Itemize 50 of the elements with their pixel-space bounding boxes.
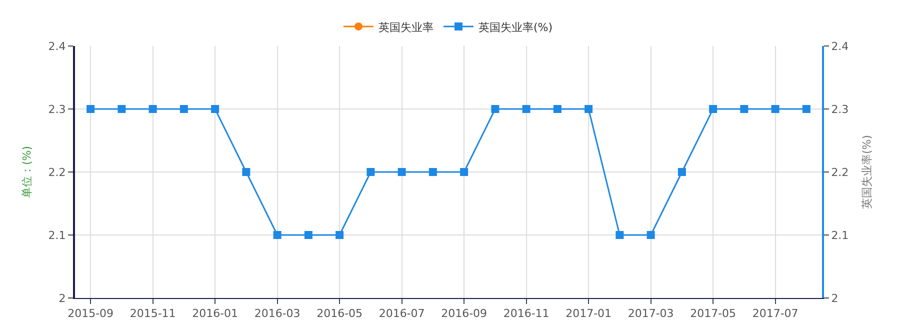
point	[553, 105, 562, 113]
x-tick-label: 2017-03	[628, 307, 674, 320]
point	[304, 231, 312, 239]
point	[242, 168, 250, 176]
x-tick-label: 2016-07	[378, 307, 425, 320]
point	[460, 168, 468, 176]
x-tick-label: 2016-11	[503, 307, 550, 320]
point	[678, 168, 686, 176]
y2-tick-label: 2.4	[831, 40, 849, 53]
point	[616, 231, 624, 239]
y-axis-title: 单位：(%)	[20, 146, 34, 198]
y-tick-label: 2.2	[48, 166, 66, 179]
point	[273, 231, 282, 239]
point	[86, 105, 95, 113]
y-tick-label: 2	[58, 292, 66, 305]
x-tick-label: 2016-05	[316, 307, 363, 320]
x-tick-label: 2016-01	[192, 307, 238, 320]
y2-tick-label: 2.1	[831, 228, 849, 242]
x-tick-label: 2017-07	[752, 307, 798, 320]
y2-tick-label: 2	[831, 292, 838, 305]
point	[366, 168, 375, 176]
y2-axis-title: 英国失业率(%)	[860, 134, 874, 210]
point	[148, 105, 157, 113]
point	[180, 105, 188, 113]
x-tick-label: 2016-03	[254, 307, 300, 320]
y2-tick-label: 2.3	[831, 102, 849, 116]
point	[646, 231, 655, 239]
point	[398, 168, 406, 176]
legend-label: 英国失业率(%)	[478, 20, 553, 34]
point	[491, 105, 500, 113]
point	[740, 105, 748, 113]
point	[709, 105, 718, 113]
point	[522, 105, 530, 113]
point	[584, 105, 593, 113]
x-tick-label: 2016-09	[441, 307, 488, 320]
y-tick-label: 2.1	[48, 228, 66, 242]
y-tick-label: 2.4	[48, 40, 66, 53]
y2-tick-label: 2.2	[831, 166, 849, 179]
point	[336, 231, 344, 239]
x-tick-label: 2015-09	[68, 307, 114, 320]
point	[428, 168, 437, 176]
y-tick-label: 2.3	[48, 102, 66, 116]
x-tick-label: 2015-11	[130, 307, 176, 320]
point	[211, 105, 220, 113]
point	[771, 105, 780, 113]
legend-label: 英国失业率	[378, 20, 434, 34]
x-tick-label: 2017-01	[566, 307, 612, 320]
point	[802, 105, 810, 113]
point	[118, 105, 126, 113]
x-tick-label: 2017-05	[690, 307, 736, 320]
